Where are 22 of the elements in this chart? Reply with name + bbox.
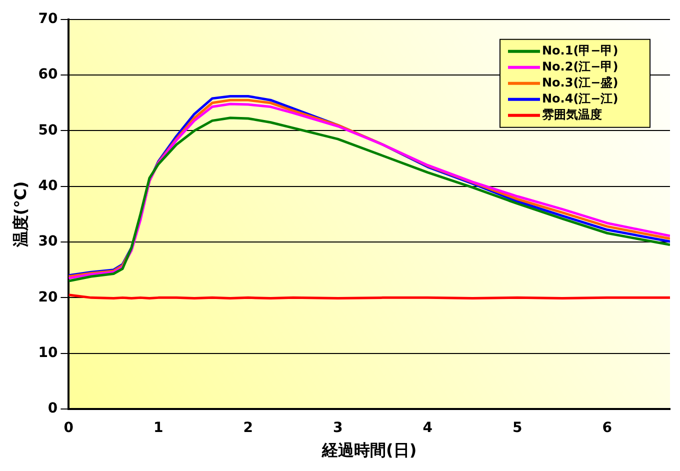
y-tick-label: 20	[38, 289, 58, 306]
legend-label: No.3(江−盛)	[542, 76, 618, 90]
y-tick-label: 0	[48, 400, 58, 417]
x-tick-label: 1	[154, 420, 164, 436]
y-tick-label: 50	[38, 122, 58, 138]
legend-label: No.2(江−甲)	[542, 60, 618, 74]
x-tick-label: 4	[422, 420, 433, 436]
x-tick-label: 3	[333, 420, 343, 436]
x-tick-label: 5	[512, 420, 522, 436]
x-tick-label: 6	[602, 420, 612, 436]
y-axis-title: 温度(℃)	[10, 181, 30, 248]
x-axis-title: 経過時間(日)	[321, 440, 417, 460]
y-tick-label: 70	[38, 11, 58, 28]
legend-label: No.1(甲−甲)	[542, 44, 618, 58]
x-tick-label: 2	[243, 420, 254, 436]
legend-label: 雰囲気温度	[542, 108, 602, 122]
y-tick-label: 60	[38, 66, 58, 83]
y-tick-label: 40	[38, 178, 58, 194]
y-tick-label: 10	[38, 344, 58, 361]
y-tick-label: 30	[38, 234, 58, 250]
x-tick-label: 0	[64, 420, 74, 436]
legend-label: No.4(江−江)	[542, 92, 618, 106]
